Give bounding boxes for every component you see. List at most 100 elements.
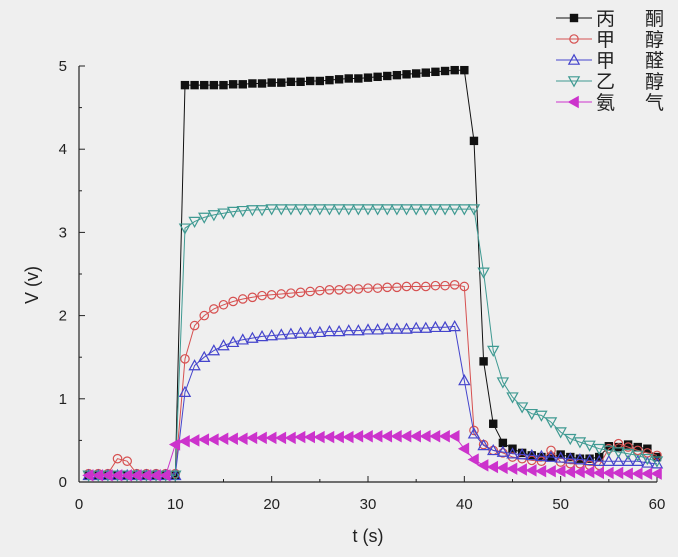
series-3 bbox=[82, 204, 664, 482]
legend-label: 氨 bbox=[596, 92, 615, 114]
data-point bbox=[583, 440, 596, 452]
data-point bbox=[344, 74, 353, 83]
data-point bbox=[614, 442, 623, 452]
data-point bbox=[180, 80, 190, 90]
data-point bbox=[650, 457, 664, 469]
data-point bbox=[332, 430, 344, 444]
legend-item: 甲醇 bbox=[556, 29, 664, 51]
data-point bbox=[178, 435, 190, 448]
data-point bbox=[641, 456, 654, 468]
y-axis-label: V (v) bbox=[22, 266, 42, 304]
data-point bbox=[633, 442, 642, 452]
data-point bbox=[458, 374, 471, 386]
data-point bbox=[440, 66, 450, 76]
series-4 bbox=[82, 430, 662, 482]
data-point bbox=[267, 78, 276, 87]
legend-label: 酮 bbox=[645, 9, 664, 30]
data-point bbox=[467, 427, 481, 439]
data-point bbox=[275, 328, 288, 340]
data-point bbox=[448, 319, 461, 332]
data-point bbox=[440, 280, 450, 291]
series-1 bbox=[83, 280, 662, 479]
data-point bbox=[556, 450, 565, 459]
data-point bbox=[383, 71, 392, 81]
axes: 0 10 20 30 40 50 60 0 1 2 3 4 5 bbox=[59, 58, 666, 513]
data-point bbox=[431, 67, 440, 77]
data-point bbox=[277, 78, 286, 87]
data-point bbox=[313, 430, 325, 444]
data-point bbox=[226, 432, 238, 445]
data-point bbox=[218, 299, 229, 310]
data-point bbox=[323, 204, 336, 216]
data-point bbox=[245, 431, 258, 445]
data-point bbox=[168, 438, 181, 451]
data-point bbox=[411, 69, 421, 78]
data-point bbox=[621, 448, 635, 461]
data-point bbox=[592, 443, 606, 456]
data-point bbox=[325, 75, 334, 85]
data-point bbox=[188, 216, 201, 229]
data-point bbox=[380, 430, 393, 443]
data-point bbox=[276, 289, 287, 299]
y-tick-label: 5 bbox=[59, 58, 67, 75]
data-point bbox=[332, 324, 346, 337]
data-point bbox=[236, 432, 248, 445]
data-point bbox=[382, 282, 393, 293]
data-point bbox=[517, 448, 527, 458]
data-point bbox=[400, 204, 413, 216]
data-point bbox=[496, 377, 510, 389]
data-point bbox=[506, 462, 518, 475]
data-point bbox=[219, 80, 228, 90]
data-point bbox=[650, 456, 664, 468]
data-point bbox=[255, 431, 267, 445]
x-tick-label: 40 bbox=[456, 496, 473, 513]
data-point bbox=[621, 467, 633, 480]
legend-item: 氨气 bbox=[556, 92, 664, 114]
data-point bbox=[180, 354, 190, 364]
data-point bbox=[641, 453, 654, 466]
data-point bbox=[351, 430, 364, 443]
data-point bbox=[274, 431, 287, 445]
data-point bbox=[612, 454, 625, 466]
data-point bbox=[585, 454, 594, 463]
data-point bbox=[564, 452, 577, 464]
data-point bbox=[284, 327, 298, 339]
x-tick-label: 30 bbox=[360, 496, 377, 513]
data-point bbox=[188, 434, 200, 447]
data-point bbox=[640, 467, 653, 480]
data-point bbox=[303, 204, 317, 216]
data-point bbox=[525, 448, 538, 461]
legend-marker bbox=[567, 76, 581, 88]
data-point bbox=[487, 345, 500, 357]
data-point bbox=[342, 324, 355, 336]
data-point bbox=[409, 204, 423, 216]
data-point bbox=[188, 359, 201, 371]
data-point bbox=[631, 467, 643, 480]
data-point bbox=[303, 430, 315, 444]
data-point bbox=[534, 464, 547, 478]
y-tick-label: 2 bbox=[59, 308, 67, 325]
data-point bbox=[198, 212, 211, 224]
data-point bbox=[621, 454, 635, 466]
data-point bbox=[564, 433, 577, 446]
data-point bbox=[411, 281, 421, 292]
data-point bbox=[265, 431, 277, 445]
data-point bbox=[506, 392, 519, 404]
legend-label: 醇 bbox=[645, 29, 664, 51]
data-point bbox=[306, 76, 315, 86]
data-point bbox=[207, 433, 219, 446]
data-point bbox=[190, 80, 199, 90]
x-tick-label: 10 bbox=[167, 496, 184, 513]
data-point bbox=[257, 79, 267, 88]
data-point bbox=[612, 466, 624, 480]
data-point bbox=[363, 283, 373, 293]
legend-label: 醛 bbox=[645, 50, 664, 72]
data-point bbox=[554, 427, 567, 439]
data-point bbox=[535, 449, 548, 462]
data-point bbox=[438, 204, 452, 216]
data-point bbox=[515, 448, 529, 460]
data-point bbox=[479, 357, 488, 366]
data-point bbox=[228, 296, 238, 307]
data-point bbox=[460, 65, 469, 75]
data-point bbox=[390, 430, 402, 443]
